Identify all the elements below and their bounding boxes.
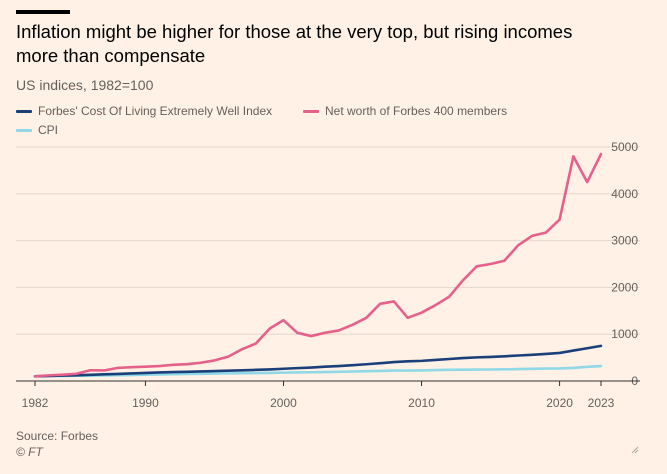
chart-subtitle: US indices, 1982=100 bbox=[16, 77, 154, 93]
legend-swatch-cost-of-living bbox=[16, 109, 32, 113]
y-tick-label-5000: 5000 bbox=[611, 140, 638, 154]
series-line-2 bbox=[33, 364, 603, 378]
x-tick-label-1982: 1982 bbox=[22, 396, 49, 410]
y-tick-label-2000: 2000 bbox=[611, 280, 638, 294]
legend-swatch-cpi bbox=[16, 128, 32, 132]
legend-item-cpi: CPI bbox=[16, 123, 58, 137]
legend-item-cost-of-living: Forbes' Cost Of Living Extremely Well In… bbox=[16, 104, 272, 118]
y-tick-label-1000: 1000 bbox=[611, 327, 638, 341]
x-tick-label-2020: 2020 bbox=[546, 396, 573, 410]
series-line-0 bbox=[33, 344, 603, 378]
y-tick-label-4000: 4000 bbox=[611, 187, 638, 201]
x-tick-label-1990: 1990 bbox=[132, 396, 159, 410]
y-tick-label-3000: 3000 bbox=[611, 234, 638, 248]
legend-swatch-net-worth bbox=[303, 109, 319, 113]
x-tick-label-2023: 2023 bbox=[588, 396, 615, 410]
legend-label-cpi: CPI bbox=[38, 123, 59, 137]
legend-label-cost-of-living: Forbes' Cost Of Living Extremely Well In… bbox=[38, 104, 273, 118]
copyright-note: © FT bbox=[16, 445, 43, 459]
series-line-1 bbox=[33, 152, 603, 378]
ft-brand-bar bbox=[16, 10, 70, 14]
legend-label-net-worth: Net worth of Forbes 400 members bbox=[325, 104, 508, 118]
legend-item-net-worth: Net worth of Forbes 400 members bbox=[303, 104, 507, 118]
resize-handle-icon bbox=[631, 446, 639, 454]
chart-title: Inflation might be higher for those at t… bbox=[16, 21, 573, 66]
x-tick-label-2010: 2010 bbox=[408, 396, 435, 410]
x-tick-label-2000: 2000 bbox=[270, 396, 297, 410]
source-note: Source: Forbes bbox=[16, 429, 99, 443]
